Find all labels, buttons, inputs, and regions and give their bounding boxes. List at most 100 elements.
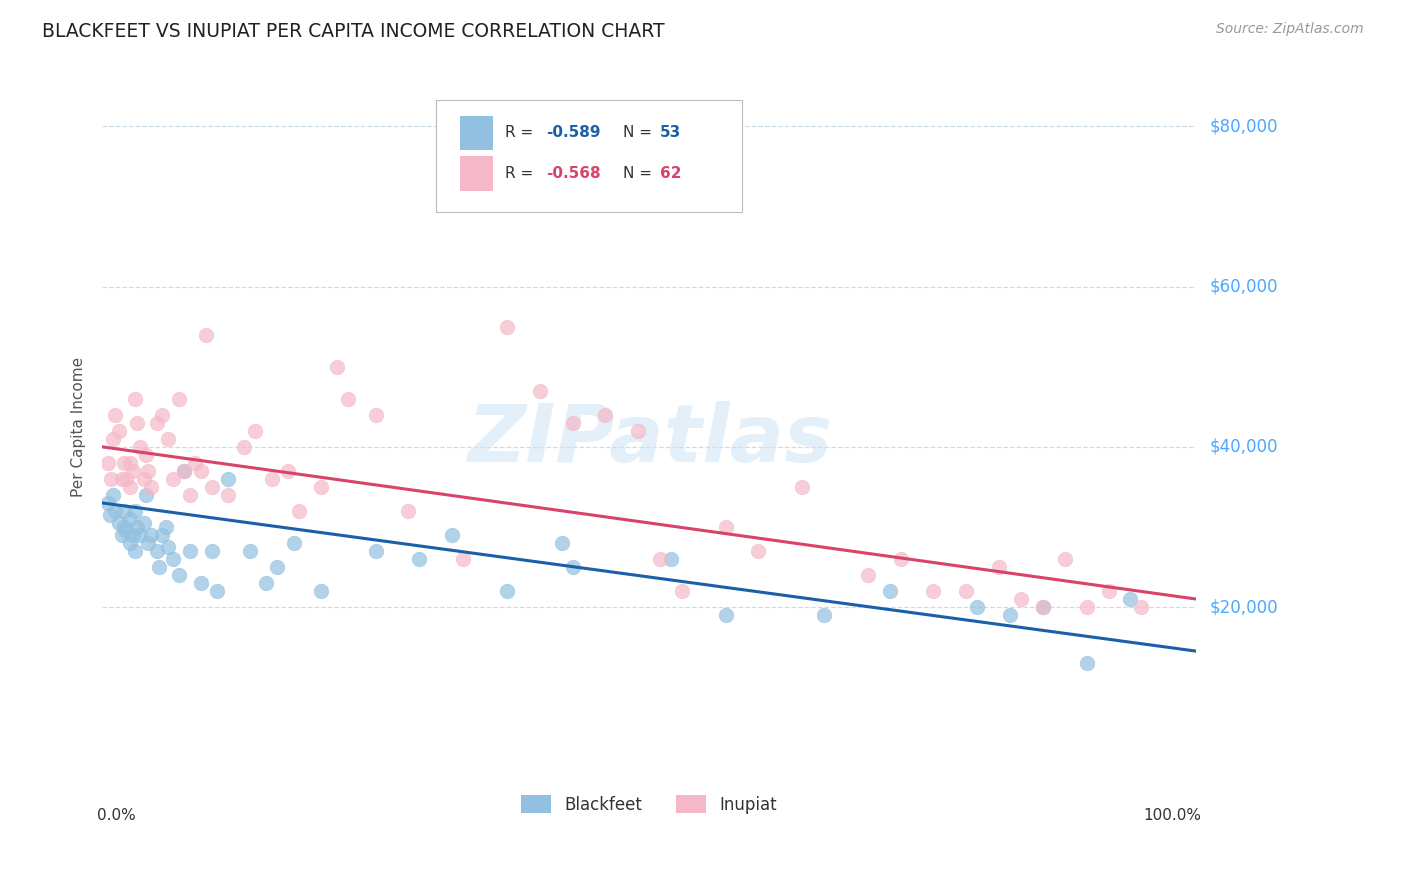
Point bbox=[955, 584, 977, 599]
Text: 53: 53 bbox=[659, 125, 682, 140]
Point bbox=[150, 528, 173, 542]
Text: $80,000: $80,000 bbox=[1211, 118, 1278, 136]
Point bbox=[1032, 600, 1054, 615]
Point bbox=[245, 424, 267, 438]
Point bbox=[364, 408, 387, 422]
Text: $40,000: $40,000 bbox=[1211, 438, 1278, 456]
Point bbox=[148, 560, 170, 574]
Point bbox=[364, 544, 387, 558]
Point bbox=[200, 480, 222, 494]
Point bbox=[118, 456, 141, 470]
Point bbox=[101, 488, 124, 502]
Point bbox=[100, 472, 122, 486]
Point bbox=[124, 504, 146, 518]
Point bbox=[648, 552, 671, 566]
Point bbox=[107, 516, 129, 530]
FancyBboxPatch shape bbox=[436, 100, 742, 212]
Point bbox=[136, 464, 159, 478]
Point bbox=[97, 456, 120, 470]
Point bbox=[398, 504, 420, 518]
Point bbox=[112, 504, 135, 518]
Point bbox=[496, 584, 519, 599]
Point bbox=[451, 552, 474, 566]
Point bbox=[156, 540, 179, 554]
Point bbox=[266, 560, 288, 574]
Point bbox=[856, 568, 879, 582]
Point bbox=[179, 544, 201, 558]
Point bbox=[1130, 600, 1153, 615]
Text: N =: N = bbox=[623, 166, 657, 181]
Point bbox=[115, 524, 138, 538]
Point bbox=[124, 544, 146, 558]
Legend: Blackfeet, Inupiat: Blackfeet, Inupiat bbox=[515, 789, 783, 821]
Point bbox=[277, 464, 299, 478]
Point bbox=[124, 392, 146, 406]
Text: $20,000: $20,000 bbox=[1211, 598, 1278, 616]
Point bbox=[127, 416, 149, 430]
Text: 0.0%: 0.0% bbox=[97, 808, 135, 823]
Point bbox=[922, 584, 945, 599]
Point bbox=[217, 472, 239, 486]
Point bbox=[111, 528, 134, 542]
Text: Source: ZipAtlas.com: Source: ZipAtlas.com bbox=[1216, 22, 1364, 37]
Point bbox=[118, 536, 141, 550]
Point bbox=[136, 536, 159, 550]
Point bbox=[309, 584, 332, 599]
Point bbox=[129, 528, 152, 542]
Point bbox=[150, 408, 173, 422]
Point bbox=[627, 424, 650, 438]
Point bbox=[200, 544, 222, 558]
Point bbox=[671, 584, 693, 599]
FancyBboxPatch shape bbox=[460, 116, 492, 150]
Point bbox=[550, 536, 572, 550]
Point bbox=[879, 584, 901, 599]
Text: R =: R = bbox=[505, 166, 538, 181]
Point bbox=[747, 544, 769, 558]
Point bbox=[184, 456, 207, 470]
Point bbox=[101, 432, 124, 446]
Text: BLACKFEET VS INUPIAT PER CAPITA INCOME CORRELATION CHART: BLACKFEET VS INUPIAT PER CAPITA INCOME C… bbox=[42, 22, 665, 41]
Point bbox=[179, 488, 201, 502]
Point bbox=[107, 424, 129, 438]
Point bbox=[239, 544, 262, 558]
Point bbox=[104, 504, 127, 518]
Point bbox=[112, 520, 135, 534]
Point bbox=[408, 552, 430, 566]
Point bbox=[714, 608, 737, 623]
Point bbox=[127, 520, 149, 534]
Text: $60,000: $60,000 bbox=[1211, 277, 1278, 295]
Y-axis label: Per Capita Income: Per Capita Income bbox=[72, 357, 86, 497]
Point bbox=[167, 568, 190, 582]
Point bbox=[118, 480, 141, 494]
Point bbox=[141, 528, 163, 542]
Point bbox=[1076, 600, 1098, 615]
Point bbox=[1076, 656, 1098, 670]
Point bbox=[561, 560, 583, 574]
Point bbox=[561, 416, 583, 430]
Point bbox=[121, 464, 143, 478]
Point bbox=[121, 528, 143, 542]
Point bbox=[104, 408, 127, 422]
Point bbox=[141, 480, 163, 494]
Point bbox=[111, 472, 134, 486]
Point bbox=[1053, 552, 1076, 566]
Point bbox=[167, 392, 190, 406]
Text: 100.0%: 100.0% bbox=[1143, 808, 1202, 823]
Point bbox=[1010, 592, 1032, 607]
Text: 62: 62 bbox=[659, 166, 682, 181]
Point bbox=[132, 472, 155, 486]
Point bbox=[337, 392, 360, 406]
Point bbox=[1097, 584, 1119, 599]
Point bbox=[195, 327, 218, 342]
Point bbox=[115, 472, 138, 486]
Point bbox=[118, 512, 141, 526]
Point bbox=[190, 576, 212, 591]
Point bbox=[1032, 600, 1054, 615]
Point bbox=[205, 584, 228, 599]
Point bbox=[813, 608, 835, 623]
Point bbox=[966, 600, 988, 615]
Point bbox=[162, 552, 184, 566]
Point bbox=[129, 440, 152, 454]
Point bbox=[217, 488, 239, 502]
Point bbox=[173, 464, 195, 478]
